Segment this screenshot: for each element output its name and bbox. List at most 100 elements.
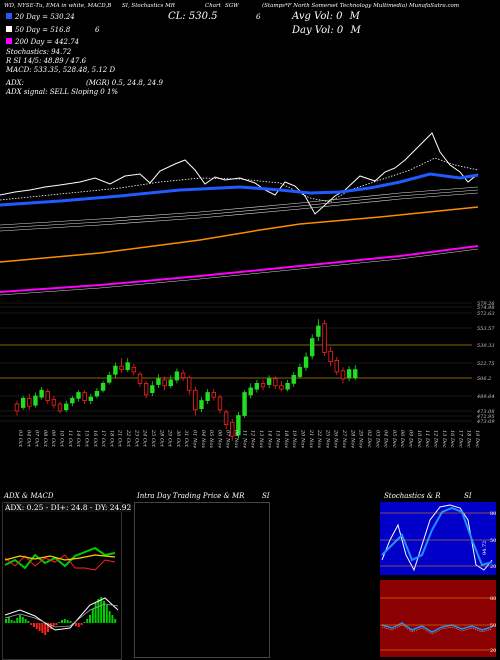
- candle-body: [57, 403, 63, 412]
- intra-panel-si: SI: [262, 492, 270, 500]
- candle-body: [70, 397, 75, 404]
- adx-signal: ADX signal: SELL Sloping 0 1%: [6, 88, 119, 96]
- date-label: 12 Dec: [432, 430, 438, 448]
- candle-body: [285, 382, 290, 390]
- date-label: 19 Dec: [474, 430, 480, 448]
- stoch-panel-si: SI: [464, 492, 472, 500]
- candle-body: [51, 399, 57, 406]
- candle-body: [64, 403, 69, 411]
- macd-histogram-bar: [105, 605, 108, 623]
- ema200-legend: 200 Day = 442.74: [6, 38, 79, 46]
- day-vol-text: Day Vol: 0: [292, 25, 344, 36]
- price-level-label: 572.63: [477, 311, 495, 317]
- macd-histogram-bar: [75, 623, 77, 626]
- stoch-panel-title: Stochastics & R: [384, 492, 441, 500]
- ema20-line: [0, 172, 479, 207]
- day-vol-unit: M: [350, 25, 361, 36]
- avg-vol-text: Avg Vol: 0: [292, 11, 343, 22]
- candle-body: [162, 379, 167, 387]
- date-label: 06 Nov: [216, 430, 222, 448]
- date-label: 28 Oct: [158, 429, 164, 448]
- header-symbol: SGW: [225, 3, 239, 9]
- price-level-label: 473.08: [476, 409, 495, 415]
- price-level-label: 574.98: [477, 305, 495, 311]
- candle-body: [322, 323, 327, 353]
- date-label: 18 Oct: [108, 430, 114, 448]
- candle-body: [199, 400, 204, 410]
- ema50-legend: 50 Day = 516.8: [6, 26, 70, 34]
- date-label: 15 Oct: [83, 430, 89, 448]
- stoch-line: Stochastics: 94.72: [6, 48, 72, 56]
- macd-signal-line: [4, 603, 119, 628]
- candle-body: [45, 391, 50, 401]
- date-label: 31 Oct: [183, 430, 189, 448]
- macd-histogram-bar: [103, 601, 105, 623]
- date-label: 23 Oct: [133, 429, 139, 448]
- macd-histogram-bar: [10, 620, 13, 623]
- macd-histogram-bar: [69, 621, 72, 623]
- date-label: 09 Dec: [408, 430, 414, 448]
- date-label: 17 Dec: [457, 430, 463, 448]
- date-label: 30 Oct: [175, 430, 181, 448]
- price-level-label: 489.64: [476, 394, 495, 400]
- candle-body: [186, 377, 192, 391]
- date-label: 25 Nov: [324, 429, 330, 448]
- si-panel: [380, 580, 496, 657]
- candle-body: [328, 350, 333, 362]
- si-tick-label: 50: [490, 623, 496, 629]
- adx-di-plus-line: [4, 546, 116, 570]
- price-level-label: 539.33: [477, 343, 495, 349]
- price-level-label: 522.75: [477, 361, 495, 367]
- date-label: 27 Nov: [341, 429, 347, 448]
- cl-value: CL: 530.5: [168, 11, 218, 22]
- price-level-label: 473.09: [476, 419, 495, 425]
- macd-histogram-bar: [33, 623, 35, 627]
- adx-panel-title: ADX & MACD: [4, 492, 54, 500]
- candle-body: [27, 397, 32, 407]
- date-label: 06 Dec: [399, 430, 405, 448]
- candle-body: [39, 389, 44, 398]
- adx-values: ADX: 0.25 - DI+: 24.8 - DY: 24.92: [5, 503, 132, 512]
- candle-body: [76, 392, 81, 399]
- date-label: 07 Nov: [225, 430, 231, 448]
- candle-body: [156, 378, 161, 385]
- macd-histogram-bar: [58, 622, 61, 623]
- macd-histogram-bar: [49, 623, 52, 629]
- date-label: 26 Nov: [333, 429, 339, 448]
- candle-body: [291, 374, 296, 384]
- macd-histogram-bar: [111, 615, 114, 623]
- date-label: 25 Oct: [150, 429, 156, 448]
- candle-body: [273, 378, 278, 387]
- macd-histogram-bar: [41, 623, 44, 633]
- date-label: 04 Nov: [200, 430, 206, 448]
- date-label: 21 Oct: [117, 429, 123, 448]
- candle-body: [100, 382, 106, 391]
- close-price-line: [0, 132, 479, 215]
- ema50-swatch: [6, 26, 12, 32]
- date-label: 09 Oct: [50, 430, 56, 448]
- date-label: 11 Dec: [424, 430, 430, 448]
- header-left: WD, NYSE-Tu, EMA in white, MACD,B: [4, 3, 112, 9]
- adx-panel: ADX: 0.25 - DI+: 24.8 - DY: 24.92: [2, 502, 132, 660]
- candle-body: [353, 369, 358, 379]
- adx-line: ADX:: [6, 79, 25, 87]
- macd-histogram-bar: [63, 619, 66, 623]
- macd-histogram-bar: [91, 609, 94, 623]
- candle-body: [346, 369, 352, 379]
- adx-line: [4, 554, 116, 561]
- macd-histogram-bar: [19, 615, 21, 623]
- macd-histogram-bar: [44, 623, 47, 635]
- ema50-band-line: [0, 189, 479, 229]
- candle-body: [242, 392, 247, 416]
- si-tick-label: 20: [490, 648, 496, 654]
- date-label: 28 Nov: [349, 429, 355, 448]
- candle-body: [125, 362, 130, 371]
- candle-body: [82, 392, 87, 401]
- ema50-suffix: 6: [95, 26, 100, 34]
- ema100-line: [0, 206, 479, 263]
- date-label: 10 Oct: [59, 430, 65, 448]
- candle-body: [260, 382, 266, 388]
- date-label: 15 Nov: [275, 430, 281, 448]
- candle-body: [94, 391, 100, 397]
